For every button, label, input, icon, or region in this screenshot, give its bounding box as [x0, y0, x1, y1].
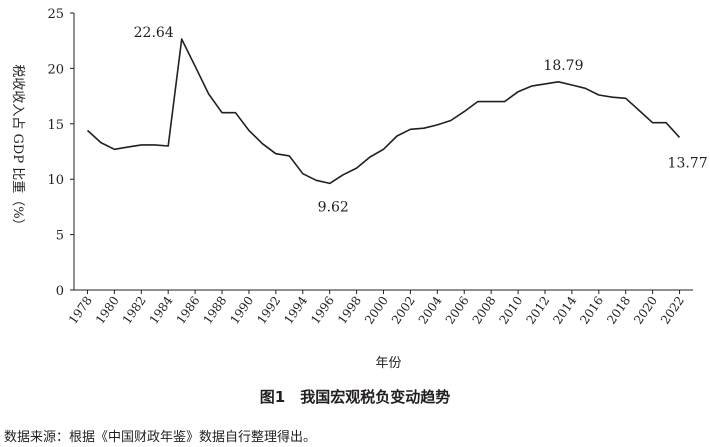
data-label: 13.77: [668, 155, 708, 171]
x-tick-label: 1988: [200, 294, 229, 327]
x-tick-label: 1980: [93, 294, 122, 327]
x-tick-label: 1992: [254, 294, 283, 327]
x-tick-label: 1996: [308, 294, 337, 327]
x-tick-label: 2004: [416, 293, 445, 326]
x-tick-label: 2018: [604, 294, 633, 327]
x-tick-label: 2000: [362, 294, 391, 327]
x-tick-label: 2012: [523, 294, 552, 327]
data-label: 18.79: [543, 58, 583, 74]
x-tick-label: 1998: [335, 294, 364, 327]
y-tick-label: 25: [47, 7, 64, 22]
x-tick-label: 2014: [550, 293, 579, 326]
x-tick-label: 2016: [577, 294, 606, 327]
x-tick-label: 2008: [470, 294, 499, 327]
y-tick-label: 10: [47, 173, 64, 188]
x-tick-label: 2010: [497, 294, 526, 327]
x-tick-label: 2006: [443, 294, 472, 327]
x-tick-label: 2022: [658, 294, 687, 327]
figure-caption: 图1 我国宏观税负变动趋势: [259, 388, 451, 406]
x-tick-label: 1982: [120, 294, 149, 327]
y-tick-label: 5: [56, 229, 64, 244]
x-tick-label: 1984: [147, 293, 176, 326]
y-tick-label: 20: [47, 62, 64, 77]
series-line: [86, 38, 681, 185]
y-tick-label: 0: [56, 284, 64, 299]
x-tick-label: 1990: [227, 294, 256, 327]
x-tick-label: 1994: [281, 293, 310, 326]
x-tick-label: 2002: [389, 294, 418, 327]
x-tick-label: 1978: [66, 294, 95, 327]
y-tick-label: 15: [47, 118, 64, 133]
x-tick-label: 1986: [174, 294, 203, 327]
y-axis-title: 税收收入占 GDP 比重（%）: [10, 64, 26, 231]
data-label: 9.62: [318, 199, 349, 215]
x-axis-title: 年份: [375, 356, 401, 371]
x-tick-label: 2020: [631, 294, 660, 327]
data-label: 22.64: [134, 25, 174, 41]
source-note: 数据来源：根据《中国财政年鉴》数据自行整理得出。: [4, 430, 317, 445]
